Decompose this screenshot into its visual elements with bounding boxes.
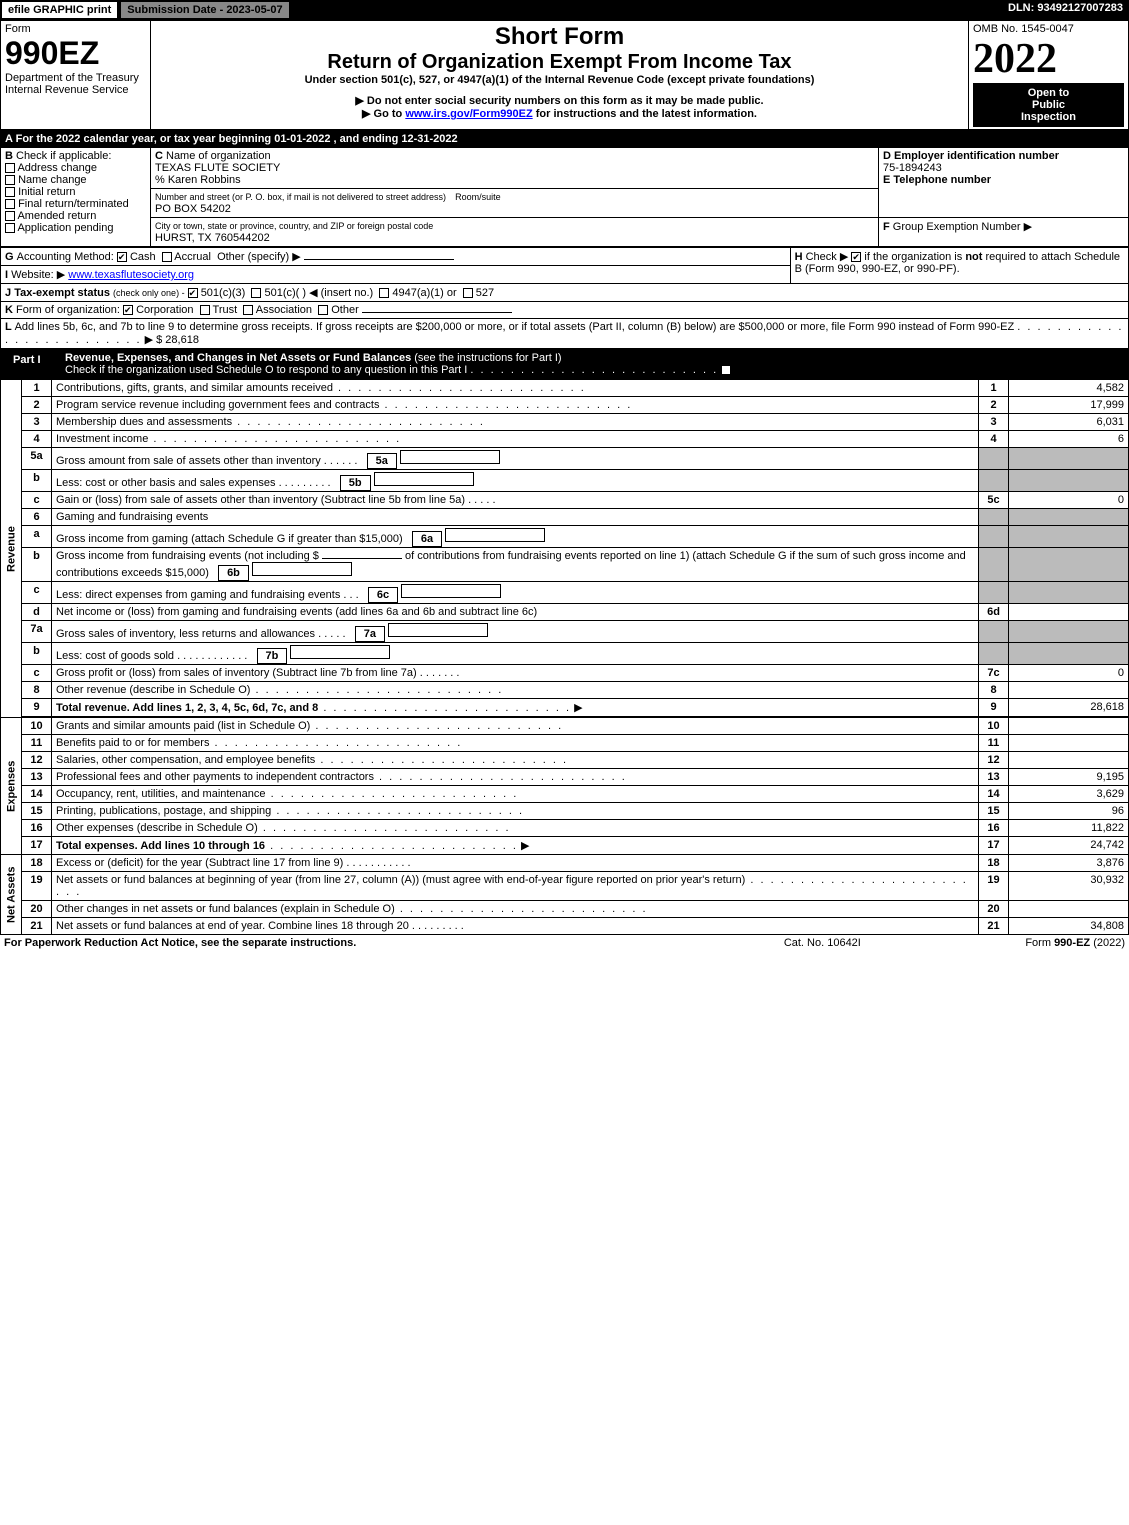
val-2: 17,999 — [1009, 397, 1129, 414]
val-13: 9,195 — [1009, 769, 1129, 786]
part1-header: Part I Revenue, Expenses, and Changes in… — [0, 349, 1129, 379]
ssn-warning: ▶ Do not enter social security numbers o… — [155, 94, 964, 107]
care-of: % Karen Robbins — [155, 174, 241, 186]
val-12 — [1009, 752, 1129, 769]
tax-year: 2022 — [973, 35, 1124, 83]
footer-right: Form 990-EZ (2022) — [909, 935, 1129, 951]
top-bar: efile GRAPHIC print Submission Date - 20… — [0, 0, 1129, 20]
chk-pending[interactable] — [5, 223, 15, 233]
chk-name[interactable] — [5, 175, 15, 185]
val-15: 96 — [1009, 803, 1129, 820]
val-18: 3,876 — [1009, 855, 1129, 872]
expenses-label: Expenses — [1, 718, 22, 855]
val-10 — [1009, 718, 1129, 735]
chk-final[interactable] — [5, 199, 15, 209]
l-text: Add lines 5b, 6c, and 7b to line 9 to de… — [15, 321, 1015, 333]
f-label: Group Exemption Number — [893, 221, 1021, 233]
val-7c: 0 — [1009, 665, 1129, 682]
section-g-l: G Accounting Method: Cash Accrual Other … — [0, 247, 1129, 349]
val-20 — [1009, 901, 1129, 918]
c-label: Name of organization — [166, 150, 271, 162]
dept-treasury: Department of the Treasury — [5, 72, 139, 84]
dln: DLN: 93492127007283 — [1002, 0, 1129, 20]
val-19: 30,932 — [1009, 872, 1129, 901]
ein: 75-1894243 — [883, 162, 942, 174]
form-number: 990EZ — [5, 35, 99, 71]
val-6d — [1009, 604, 1129, 621]
lines-table: Revenue 1 Contributions, gifts, grants, … — [0, 379, 1129, 935]
chk-address[interactable] — [5, 163, 15, 173]
street-label: Number and street (or P. O. box, if mail… — [155, 192, 446, 202]
netassets-label: Net Assets — [1, 855, 22, 935]
chk-501c3[interactable] — [188, 288, 198, 298]
line-a: A For the 2022 calendar year, or tax yea… — [1, 131, 1129, 148]
dept-irs: Internal Revenue Service — [5, 84, 129, 96]
street: PO BOX 54202 — [155, 203, 231, 215]
chk-initial[interactable] — [5, 187, 15, 197]
chk-amended[interactable] — [5, 211, 15, 221]
footer: For Paperwork Reduction Act Notice, see … — [0, 935, 1129, 951]
val-21: 34,808 — [1009, 918, 1129, 935]
e-label: Telephone number — [893, 174, 991, 186]
b-label: Check if applicable: — [16, 150, 111, 162]
footer-mid: Cat. No. 10642I — [736, 935, 910, 951]
footer-left: For Paperwork Reduction Act Notice, see … — [0, 935, 736, 951]
chk-527[interactable] — [463, 288, 473, 298]
val-5c: 0 — [1009, 492, 1129, 509]
chk-schedule-o[interactable] — [721, 365, 731, 375]
chk-accrual[interactable] — [162, 252, 172, 262]
open-inspection: Open toPublicInspection — [973, 83, 1124, 127]
omb: OMB No. 1545-0047 — [973, 23, 1124, 35]
val-9: 28,618 — [1009, 699, 1129, 717]
chk-4947[interactable] — [379, 288, 389, 298]
val-11 — [1009, 735, 1129, 752]
efile-label[interactable]: efile GRAPHIC print — [0, 0, 119, 20]
city: HURST, TX 760544202 — [155, 232, 270, 244]
chk-h[interactable] — [851, 252, 861, 262]
chk-other-org[interactable] — [318, 305, 328, 315]
irs-link[interactable]: www.irs.gov/Form990EZ — [405, 108, 532, 120]
submission-date: Submission Date - 2023-05-07 — [119, 0, 290, 20]
l-value: 28,618 — [165, 334, 199, 346]
city-label: City or town, state or province, country… — [155, 221, 433, 231]
revenue-label: Revenue — [1, 380, 22, 718]
website-link[interactable]: www.texasflutesociety.org — [68, 269, 194, 281]
j-label: Tax-exempt status — [14, 287, 110, 299]
i-label: Website: ▶ — [11, 269, 65, 281]
k-label: Form of organization: — [16, 304, 120, 316]
form-label: Form — [5, 23, 31, 35]
chk-trust[interactable] — [200, 305, 210, 315]
d-label: Employer identification number — [894, 150, 1059, 162]
header-table: Form 990EZ Department of the Treasury In… — [0, 20, 1129, 130]
chk-cash[interactable] — [117, 252, 127, 262]
short-form: Short Form — [155, 23, 964, 51]
org-name: TEXAS FLUTE SOCIETY — [155, 162, 280, 174]
form-title: Return of Organization Exempt From Incom… — [155, 51, 964, 74]
chk-corp[interactable] — [123, 305, 133, 315]
val-8 — [1009, 682, 1129, 699]
val-17: 24,742 — [1009, 837, 1129, 855]
goto-line: ▶ Go to www.irs.gov/Form990EZ for instru… — [155, 107, 964, 120]
val-3: 6,031 — [1009, 414, 1129, 431]
g-label: Accounting Method: — [17, 251, 114, 263]
part1-label: Part I — [5, 352, 49, 368]
val-4: 6 — [1009, 431, 1129, 448]
val-16: 11,822 — [1009, 820, 1129, 837]
chk-501c[interactable] — [251, 288, 261, 298]
chk-assoc[interactable] — [243, 305, 253, 315]
room-label: Room/suite — [455, 192, 501, 202]
subtitle: Under section 501(c), 527, or 4947(a)(1)… — [155, 74, 964, 86]
val-1: 4,582 — [1009, 380, 1129, 397]
section-a-f: A For the 2022 calendar year, or tax yea… — [0, 130, 1129, 247]
val-14: 3,629 — [1009, 786, 1129, 803]
